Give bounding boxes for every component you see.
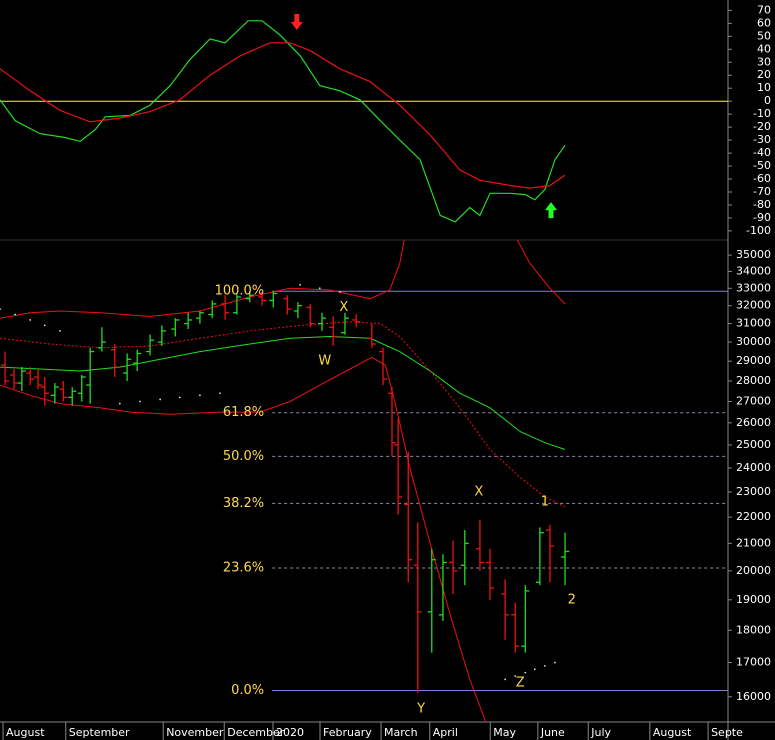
fib-label: 38.2% — [223, 496, 264, 511]
x-tick-label: March — [384, 726, 418, 739]
y-tick-label: 21000 — [736, 536, 771, 549]
y-tick-label: 32000 — [736, 299, 771, 312]
x-tick-label: June — [540, 726, 565, 739]
sar-dot — [29, 319, 32, 321]
y-tick-label: 23000 — [736, 485, 771, 498]
fib-label: 23.6% — [223, 561, 264, 576]
y-tick-label: 22000 — [736, 510, 771, 523]
x-tick-label: September — [69, 726, 130, 739]
sar-dot — [533, 668, 536, 671]
y-tick-label: -60 — [753, 172, 771, 185]
sar-dot — [318, 287, 321, 290]
wave-label: X — [474, 485, 483, 500]
y-tick-label: 19000 — [736, 593, 771, 606]
x-tick-label: February — [323, 726, 372, 739]
overlay-line — [0, 321, 566, 508]
y-tick-label: 27000 — [736, 395, 771, 408]
y-tick-label: 70 — [757, 3, 771, 16]
x-tick-label: April — [433, 726, 458, 739]
x-tick-label: July — [590, 726, 611, 739]
x-tick-label: December — [227, 726, 285, 739]
y-tick-label: 60 — [757, 16, 771, 29]
y-tick-label: 16000 — [736, 690, 771, 703]
y-tick-label: -20 — [753, 120, 771, 133]
sar-dot — [118, 402, 121, 405]
y-tick-label: 25000 — [736, 438, 771, 451]
y-tick-label: 30 — [757, 55, 771, 68]
wave-label: X — [339, 300, 348, 315]
y-tick-label: 24000 — [736, 461, 771, 474]
wave-label: 1 — [541, 494, 549, 509]
signal-arrow — [290, 14, 303, 31]
sar-dot — [199, 394, 201, 397]
y-tick-label: -10 — [753, 107, 771, 120]
y-tick-label: -40 — [753, 146, 771, 159]
sar-dot — [514, 675, 517, 677]
sar-dot — [524, 671, 527, 674]
y-tick-label: 30000 — [736, 335, 771, 348]
sar-dot — [339, 290, 341, 293]
y-tick-label: 29000 — [736, 354, 771, 367]
y-tick-label: 31000 — [736, 317, 771, 330]
sar-dot — [14, 313, 17, 316]
y-tick-label: 20 — [757, 68, 771, 81]
wave-label: 2 — [568, 592, 576, 607]
sar-dot — [59, 330, 61, 332]
y-tick-label: 20000 — [736, 564, 771, 577]
sar-dot — [219, 392, 221, 395]
axes: 706050403020100-10-20-30-40-50-60-70-80-… — [2, 3, 771, 740]
y-tick-label: 40 — [757, 42, 771, 55]
y-tick-label: -100 — [746, 224, 771, 237]
oscillator-panel — [0, 14, 728, 223]
y-tick-label: 26000 — [736, 416, 771, 429]
x-tick-label: 2020 — [276, 726, 304, 739]
oscillator-line — [0, 20, 566, 223]
y-tick-label: -90 — [753, 211, 771, 224]
sar-dot — [0, 308, 1, 311]
y-tick-label: 18000 — [736, 623, 771, 636]
sar-dot — [554, 661, 556, 664]
sar-dot — [504, 678, 507, 681]
y-tick-label: -70 — [753, 185, 771, 198]
x-tick-label: August — [6, 726, 45, 739]
x-tick-label: August — [653, 726, 692, 739]
y-tick-label: -30 — [753, 133, 771, 146]
wave-label: W — [318, 354, 331, 369]
y-tick-label: 17000 — [736, 656, 771, 669]
y-tick-label: 0 — [764, 94, 771, 107]
fib-label: 0.0% — [231, 683, 264, 698]
signal-arrow — [545, 202, 558, 219]
oscillator-line — [0, 42, 566, 189]
sar-dot — [543, 664, 546, 667]
y-tick-label: 50 — [757, 29, 771, 42]
fib-label: 100.0% — [215, 284, 265, 299]
y-tick-label: 10 — [757, 81, 771, 94]
x-tick-label: November — [166, 726, 224, 739]
overlay-line — [0, 356, 487, 722]
price-panel — [0, 240, 728, 722]
sar-dot — [159, 398, 162, 401]
sar-dot — [178, 396, 181, 399]
y-tick-label: -80 — [753, 198, 771, 211]
wave-label: Y — [416, 702, 425, 717]
wave-label: Z — [516, 675, 525, 690]
x-tick-label: May — [493, 726, 516, 739]
y-tick-label: 35000 — [736, 248, 771, 261]
y-tick-label: -50 — [753, 159, 771, 172]
y-tick-label: 28000 — [736, 374, 771, 387]
fib-label: 50.0% — [223, 449, 264, 464]
y-tick-label: 33000 — [736, 281, 771, 294]
y-tick-label: 34000 — [736, 264, 771, 277]
sar-dot — [299, 284, 302, 286]
sar-dot — [139, 400, 141, 403]
sar-dot — [43, 324, 46, 327]
fib-label: 61.8% — [223, 405, 264, 420]
overlay-line — [0, 335, 566, 450]
x-tick-label: Septe — [711, 726, 743, 739]
